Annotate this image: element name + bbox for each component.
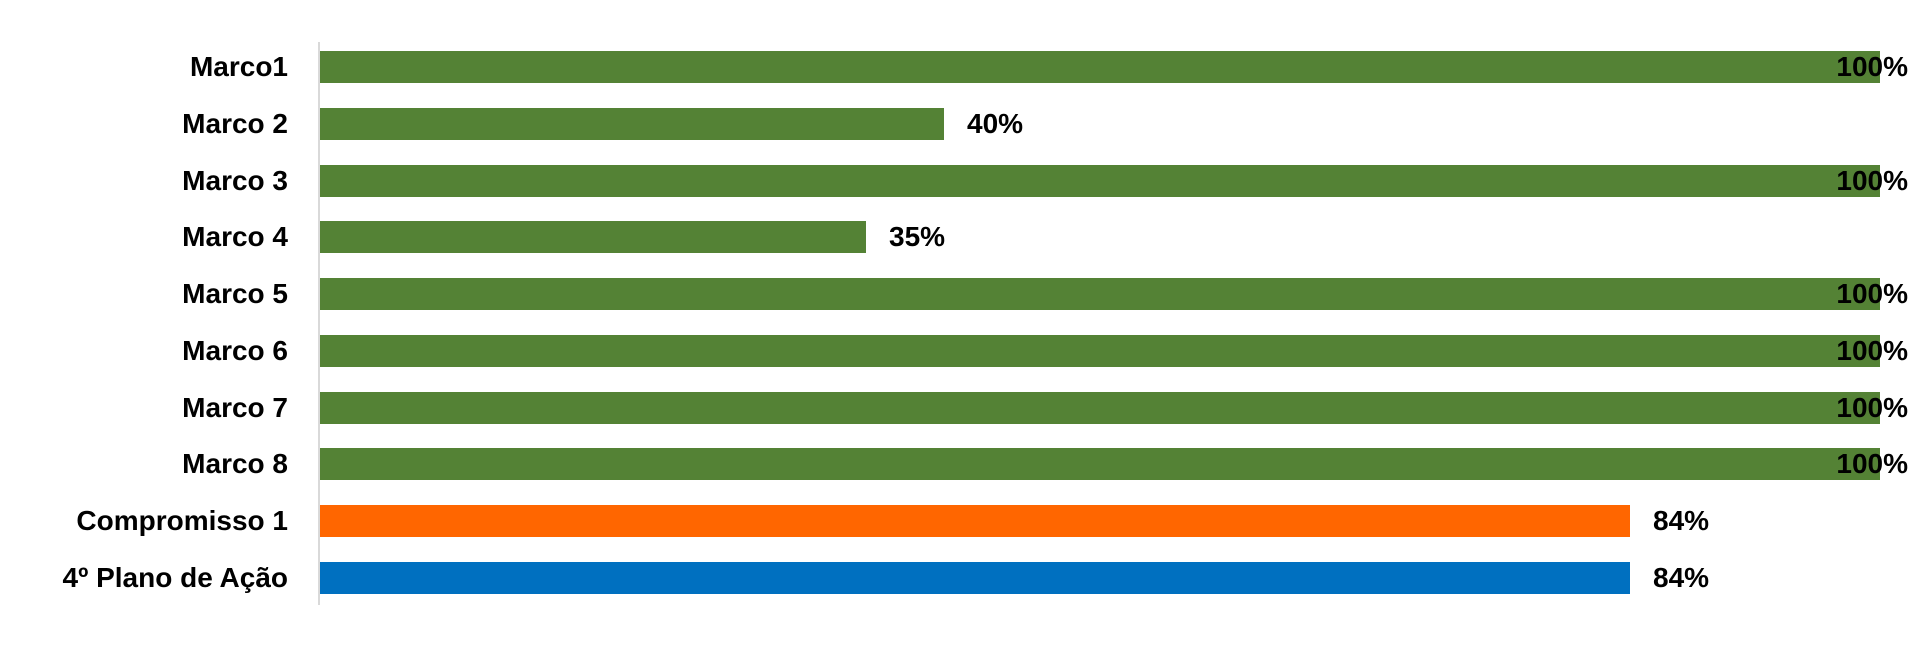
value-label: 100%: [1836, 278, 1908, 309]
value-label: 35%: [889, 221, 946, 252]
category-label: Marco 8: [182, 448, 288, 479]
chart-row: Marco1 100%: [0, 51, 1920, 83]
bar: [320, 221, 866, 253]
category-label: Compromisso 1: [76, 505, 288, 536]
category-axis-line: [318, 42, 320, 605]
chart-row: Marco 5 100%: [0, 278, 1920, 310]
bar: [320, 505, 1630, 537]
value-label: 100%: [1836, 448, 1908, 479]
value-label: 100%: [1836, 335, 1908, 366]
chart-row: Marco 3 100%: [0, 165, 1920, 197]
bar: [320, 51, 1880, 83]
category-label: Marco 7: [182, 392, 288, 423]
category-label: Marco 4: [182, 221, 288, 252]
value-label: 84%: [1653, 505, 1710, 536]
chart-row: 4º Plano de Ação 84%: [0, 562, 1920, 594]
value-label: 84%: [1653, 562, 1710, 593]
chart-row: Marco 4 35%: [0, 221, 1920, 253]
category-label: Marco1: [189, 51, 288, 82]
bar: [320, 108, 944, 140]
chart-row: Marco 8 100%: [0, 448, 1920, 480]
bar: [320, 448, 1880, 480]
bar: [320, 278, 1880, 310]
bar: [320, 165, 1880, 197]
category-label: Marco 3: [182, 165, 288, 196]
category-label: Marco 6: [182, 335, 288, 366]
category-label: Marco 2: [182, 108, 288, 139]
value-label: 40%: [967, 108, 1024, 139]
value-label: 100%: [1836, 165, 1908, 196]
bar: [320, 335, 1880, 367]
chart-row: Compromisso 1 84%: [0, 505, 1920, 537]
value-label: 100%: [1836, 392, 1908, 423]
bar: [320, 392, 1880, 424]
value-label: 100%: [1836, 51, 1908, 82]
category-label: 4º Plano de Ação: [62, 562, 288, 593]
chart-row: Marco 2 40%: [0, 108, 1920, 140]
category-label: Marco 5: [182, 278, 288, 309]
chart-row: Marco 6 100%: [0, 335, 1920, 367]
chart-row: Marco 7 100%: [0, 392, 1920, 424]
bar: [320, 562, 1630, 594]
